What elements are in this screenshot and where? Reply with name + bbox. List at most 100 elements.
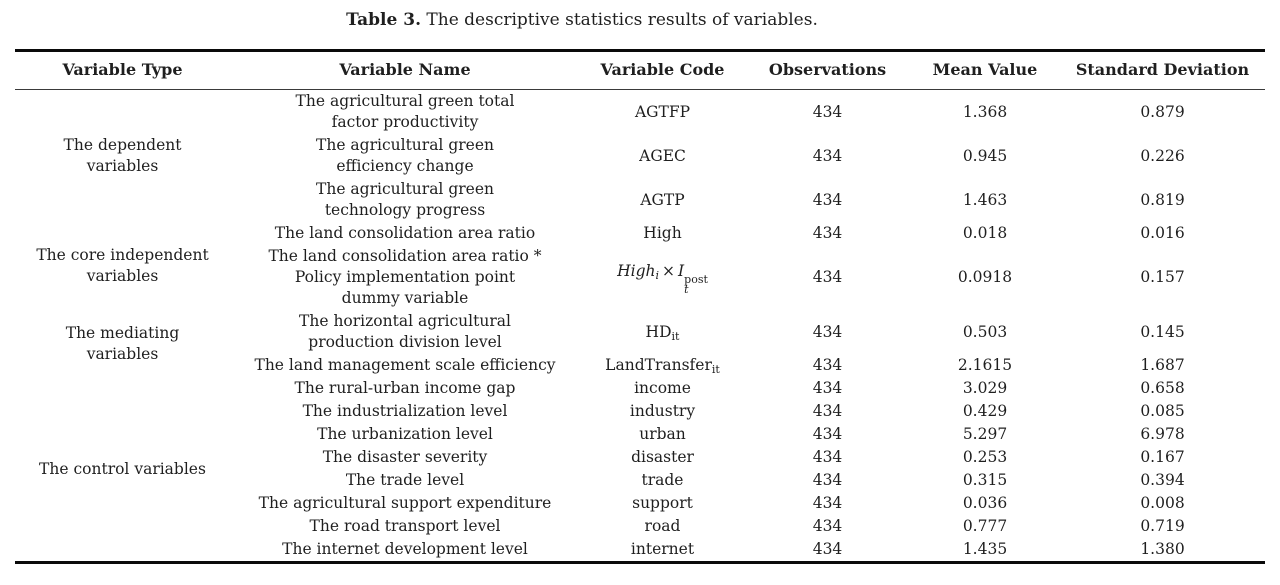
cell-observations: 434: [812, 494, 843, 512]
cell-variable-code: High: [643, 224, 682, 242]
cell-mean-value: 0.777: [962, 517, 1008, 535]
cell-observations: 434: [812, 540, 843, 558]
cell-variable-name: The internet development level: [282, 540, 528, 558]
header-variable-type: Variable Type: [15, 50, 230, 90]
header-row: Variable Type Variable Name Variable Cod…: [15, 50, 1265, 90]
cell-mean-value: 0.036: [962, 494, 1008, 512]
table-row: The trade level trade 434 0.315 0.394: [15, 469, 1265, 492]
formula-times-operator: ×: [662, 261, 676, 280]
table-row: The agricultural green technology progre…: [15, 178, 1265, 222]
table-body: The dependent variables The agricultural…: [15, 90, 1265, 563]
cell-standard-deviation: 0.819: [1140, 190, 1185, 209]
cell-mean-value: 0.253: [962, 448, 1008, 466]
cell-variable-code-subscripted: LandTransferit: [580, 354, 745, 377]
cell-observations: 434: [812, 448, 843, 466]
table-row: The urbanization level urban 434 5.297 6…: [15, 423, 1265, 446]
table-caption: Table 3. The descriptive statistics resu…: [0, 9, 1280, 31]
cell-standard-deviation: 0.085: [1140, 402, 1185, 420]
cell-variable-name: The rural-urban income gap: [294, 379, 516, 397]
formula-base-i: I: [678, 261, 685, 280]
cell-standard-deviation: 0.226: [1140, 146, 1185, 165]
cell-variable-name: The industrialization level: [302, 402, 508, 420]
cell-mean-value: 0.315: [962, 471, 1008, 489]
table-row: The mediating variables The horizontal a…: [15, 310, 1265, 363]
cell-observations: 434: [812, 102, 843, 121]
cell-mean-value: 3.029: [962, 379, 1008, 397]
table-row: The dependent variables The agricultural…: [15, 90, 1265, 175]
cell-variable-name: The agricultural green technology progre…: [316, 180, 494, 219]
cell-mean-value: 0.018: [962, 224, 1008, 242]
formula-supsub: post t: [684, 272, 708, 296]
table-row: The internet development level internet …: [15, 538, 1265, 563]
code-main: LandTransfer: [605, 356, 712, 374]
table-row: The road transport level road 434 0.777 …: [15, 515, 1265, 538]
cell-mean-value: 1.463: [962, 190, 1008, 209]
cell-standard-deviation: 6.978: [1140, 425, 1185, 443]
table-caption-text: The descriptive statistics results of va…: [426, 10, 818, 30]
cell-mean-value: 1.435: [962, 540, 1008, 558]
cell-observations: 434: [812, 322, 843, 341]
cell-standard-deviation: 0.145: [1140, 322, 1185, 341]
cell-variable-code: industry: [629, 402, 696, 420]
cell-observations: 434: [812, 224, 843, 242]
cell-observations: 434: [812, 379, 843, 397]
table-row: The land management scale efficiency Lan…: [15, 354, 1265, 377]
cell-variable-code: AGEC: [639, 146, 686, 165]
cell-mean-value: 0.429: [962, 402, 1008, 420]
group-label-core-independent-variables: The core independent variables: [36, 246, 209, 285]
code-main: HD: [645, 322, 672, 341]
cell-variable-code: AGTFP: [634, 102, 691, 121]
cell-mean-value: 5.297: [962, 425, 1008, 443]
header-standard-deviation: Standard Deviation: [1060, 50, 1265, 90]
code-subscript: it: [671, 329, 680, 343]
cell-variable-name: The agricultural support expenditure: [258, 494, 552, 512]
cell-variable-name: The land consolidation area ratio: [274, 224, 536, 242]
header-observations: Observations: [745, 50, 910, 90]
cell-standard-deviation: 0.167: [1140, 448, 1185, 466]
cell-variable-name: The urbanization level: [317, 425, 493, 443]
cell-standard-deviation: 1.380: [1140, 540, 1185, 558]
cell-observations: 434: [812, 402, 843, 420]
cell-standard-deviation: 1.687: [1140, 356, 1185, 374]
table-row: The control variables The rural-urban in…: [15, 377, 1265, 478]
cell-variable-name: The road transport level: [309, 517, 501, 535]
cell-variable-code: support: [632, 494, 693, 512]
cell-mean-value: 1.368: [962, 102, 1008, 121]
cell-standard-deviation: 0.719: [1140, 517, 1185, 535]
cell-variable-name: The land management scale efficiency: [254, 356, 556, 374]
header-variable-code: Variable Code: [580, 50, 745, 90]
table-row: The disaster severity disaster 434 0.253…: [15, 446, 1265, 469]
table-caption-label: Table 3.: [346, 10, 421, 30]
header-mean-value: Mean Value: [910, 50, 1060, 90]
cell-variable-name: The land consolidation area ratio * Poli…: [268, 247, 542, 307]
cell-variable-name: The horizontal agricultural production d…: [299, 312, 511, 351]
cell-variable-code: AGTP: [640, 190, 685, 209]
cell-observations: 434: [812, 356, 843, 374]
code-subscript: it: [711, 363, 720, 376]
descriptive-statistics-table: Variable Type Variable Name Variable Cod…: [15, 49, 1265, 564]
table-header: Variable Type Variable Name Variable Cod…: [15, 50, 1265, 90]
cell-observations: 434: [812, 190, 843, 209]
header-variable-name: Variable Name: [230, 50, 580, 90]
formula-sub-t: t: [684, 282, 689, 296]
cell-standard-deviation: 0.016: [1140, 224, 1185, 242]
cell-mean-value: 0.0918: [957, 268, 1013, 286]
cell-mean-value: 0.945: [962, 146, 1008, 165]
cell-variable-code: trade: [641, 471, 684, 489]
formula-sup-post: post: [684, 272, 708, 286]
cell-standard-deviation: 0.879: [1140, 102, 1185, 121]
table-row: The agricultural support expenditure sup…: [15, 492, 1265, 515]
cell-variable-code: disaster: [631, 448, 694, 466]
cell-observations: 434: [812, 146, 843, 165]
cell-standard-deviation: 0.394: [1140, 471, 1185, 489]
cell-observations: 434: [812, 425, 843, 443]
table-row: The industrialization level industry 434…: [15, 400, 1265, 423]
group-label-control-variables: The control variables: [39, 459, 206, 478]
table-row: The land consolidation area ratio * Poli…: [15, 245, 1265, 310]
cell-variable-name: The agricultural green total factor prod…: [295, 92, 515, 131]
cell-variable-name: The trade level: [345, 471, 465, 489]
cell-variable-code: road: [644, 517, 681, 535]
cell-variable-name: The agricultural green efficiency change: [316, 136, 494, 175]
cell-mean-value: 0.503: [962, 322, 1008, 341]
